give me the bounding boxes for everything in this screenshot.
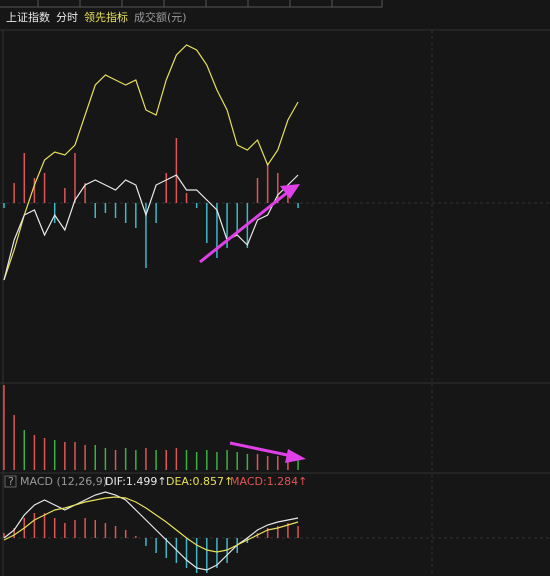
macd-label: MACD:1.284↑ <box>230 475 307 488</box>
tab[interactable] <box>37 0 81 8</box>
macd-title: MACD (12,26,9) <box>20 475 107 488</box>
period: 分时 <box>56 11 78 24</box>
arrow <box>229 441 293 458</box>
dif-label: DIF:1.499↑ <box>105 475 167 488</box>
arrow <box>199 190 289 264</box>
volume-label: 成交额(元) <box>134 10 187 24</box>
indicator: 领先指标 <box>84 10 128 24</box>
arrow-head <box>280 184 300 199</box>
help[interactable]: ? <box>8 475 14 488</box>
arrow-head <box>285 449 306 463</box>
dea-label: DEA:0.857↑ <box>166 475 233 488</box>
line <box>3 174 299 281</box>
tab[interactable] <box>163 0 207 8</box>
tab[interactable] <box>0 0 39 8</box>
tab[interactable] <box>79 0 123 8</box>
tab[interactable] <box>205 0 249 8</box>
line <box>3 496 299 553</box>
toolbar <box>0 0 383 8</box>
line <box>3 44 299 281</box>
help-box[interactable] <box>4 475 17 488</box>
symbol: 上证指数 <box>6 10 50 24</box>
tab[interactable] <box>121 0 165 8</box>
tab[interactable] <box>331 0 383 8</box>
tab[interactable] <box>247 0 291 8</box>
line <box>3 491 299 571</box>
grid <box>0 29 550 576</box>
tab[interactable] <box>289 0 333 8</box>
